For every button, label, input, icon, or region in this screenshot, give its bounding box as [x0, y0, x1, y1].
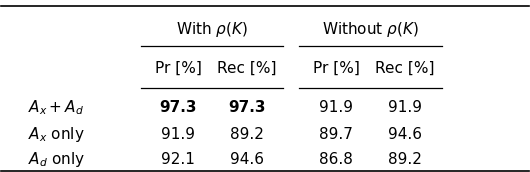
Text: 91.9: 91.9: [388, 100, 422, 115]
Text: Pr [%]: Pr [%]: [155, 60, 201, 76]
Text: 94.6: 94.6: [229, 152, 263, 167]
Text: $A_d$ only: $A_d$ only: [28, 150, 85, 169]
Text: 89.2: 89.2: [229, 127, 263, 142]
Text: Without $\rho(K)$: Without $\rho(K)$: [322, 20, 419, 39]
Text: 94.6: 94.6: [388, 127, 422, 142]
Text: $A_x$ only: $A_x$ only: [28, 125, 84, 144]
Text: $A_x + A_d$: $A_x + A_d$: [28, 99, 84, 117]
Text: 89.2: 89.2: [388, 152, 422, 167]
Text: 97.3: 97.3: [159, 100, 197, 115]
Text: 97.3: 97.3: [228, 100, 266, 115]
Text: 91.9: 91.9: [319, 100, 353, 115]
Text: With $\rho(K)$: With $\rho(K)$: [176, 20, 248, 39]
Text: 91.9: 91.9: [161, 127, 195, 142]
Text: Rec [%]: Rec [%]: [217, 60, 276, 76]
Text: 86.8: 86.8: [319, 152, 353, 167]
Text: 92.1: 92.1: [161, 152, 195, 167]
Text: Rec [%]: Rec [%]: [375, 60, 435, 76]
Text: Pr [%]: Pr [%]: [313, 60, 360, 76]
Text: 89.7: 89.7: [319, 127, 353, 142]
